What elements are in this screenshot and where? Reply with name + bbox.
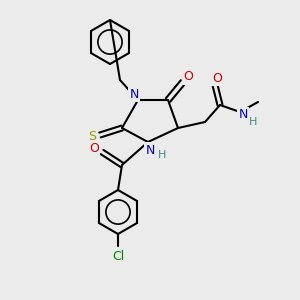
- Text: N: N: [129, 88, 139, 100]
- Text: S: S: [88, 130, 96, 143]
- Text: N: N: [238, 109, 248, 122]
- Text: O: O: [183, 70, 193, 83]
- Text: N: N: [145, 143, 155, 157]
- Text: O: O: [212, 71, 222, 85]
- Text: Cl: Cl: [112, 250, 124, 262]
- Text: H: H: [249, 117, 257, 127]
- Text: O: O: [89, 142, 99, 154]
- Text: H: H: [158, 150, 166, 160]
